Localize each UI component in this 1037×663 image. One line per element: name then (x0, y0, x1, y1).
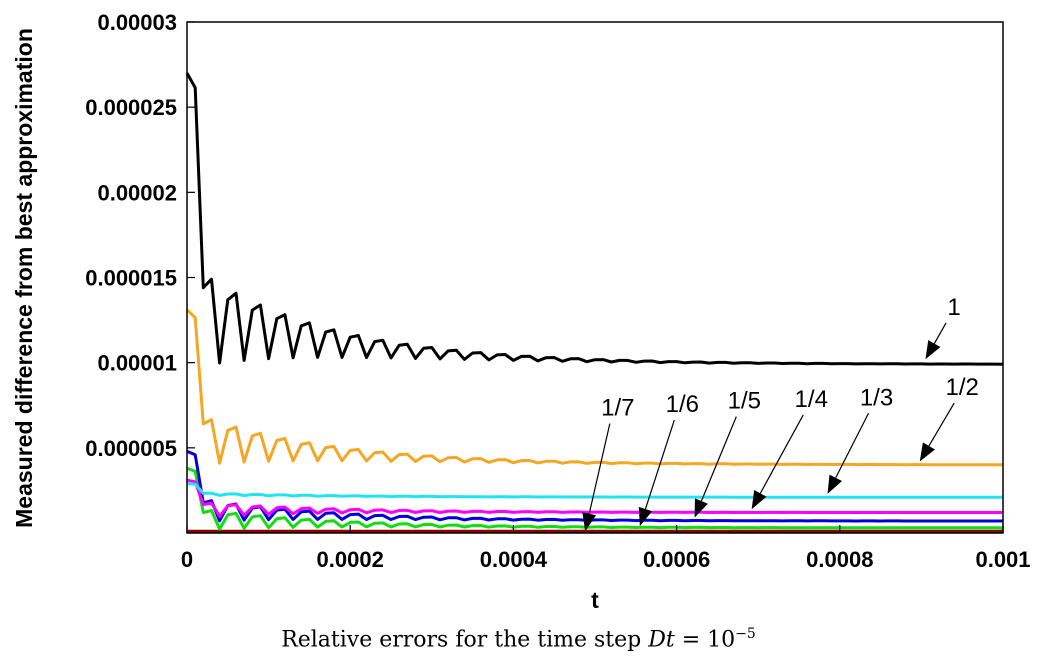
annotation-arrowhead (751, 490, 767, 510)
caption-text: Relative errors for the time step (281, 627, 642, 653)
x-tick-label: 0.0002 (317, 547, 384, 572)
annotation-arrow-line (588, 423, 611, 514)
annotation-label: 1 (947, 294, 960, 321)
caption-exponent: −5 (735, 626, 756, 642)
caption-variable: Dt (648, 627, 675, 653)
annotation-arrowhead (925, 340, 941, 360)
annotation-label: 1/2 (946, 374, 979, 401)
annotation-label: 1/5 (728, 388, 761, 415)
annotation-label: 1/7 (601, 394, 634, 421)
series-line (185, 308, 1004, 467)
axes-frame (186, 21, 1004, 534)
axis-ticks: 0 0.0002 0.0004 0.0006 0.0008 0.001 0.000005 0.… (85, 10, 1030, 572)
x-tick-label: 0.001 (975, 547, 1030, 572)
y-tick-label: 0.00002 (97, 180, 177, 205)
annotation-arrowhead (694, 498, 708, 518)
series-line (186, 449, 1003, 523)
annotation-arrowhead (638, 506, 653, 527)
annotation-arrow-line (835, 412, 870, 479)
annotation-arrowhead (827, 474, 842, 494)
x-tick-label: 0.0006 (643, 547, 710, 572)
series-line (186, 466, 1004, 531)
annotation-arrow-line (700, 416, 737, 502)
annotation-arrow-line (933, 322, 947, 344)
x-tick-label: 0.0004 (480, 547, 548, 572)
y-tick-label: 0.00003 (97, 10, 177, 35)
annotation-arrow-line (759, 414, 804, 494)
annotation-arrowhead (919, 442, 935, 462)
y-axis-label: Measured difference from best approximat… (11, 28, 37, 528)
series-line (185, 72, 1004, 366)
annotation-arrowhead (582, 512, 597, 532)
caption-equation: = 10 (674, 627, 736, 653)
y-tick-label: 0.000005 (85, 436, 177, 461)
x-tick-label: 0.0008 (806, 547, 873, 572)
series-line (186, 482, 1003, 499)
plot-border (186, 21, 1004, 534)
annotation-arrow-line (644, 419, 675, 510)
figure-caption: Relative errors for the time step Dt = 1… (0, 626, 1037, 652)
chart-marks (185, 72, 1004, 533)
x-axis-label: t (591, 587, 599, 613)
annotation-label: 1/4 (795, 386, 828, 413)
y-tick-label: 0.00001 (97, 351, 177, 376)
annotation-label: 1/3 (860, 384, 893, 411)
annotation-label: 1/6 (666, 391, 699, 418)
series-annotations: 1 1/2 1/3 1/4 1/5 1/6 1/7 (582, 294, 979, 532)
chart: 0 0.0002 0.0004 0.0006 0.0008 0.001 0.000005 0.… (11, 10, 1031, 613)
y-tick-label: 0.000015 (85, 266, 177, 291)
series-line (186, 478, 1003, 518)
x-tick-label: 0 (181, 547, 193, 572)
y-tick-label: 0.000025 (85, 95, 177, 120)
annotation-arrow-line (928, 402, 955, 447)
